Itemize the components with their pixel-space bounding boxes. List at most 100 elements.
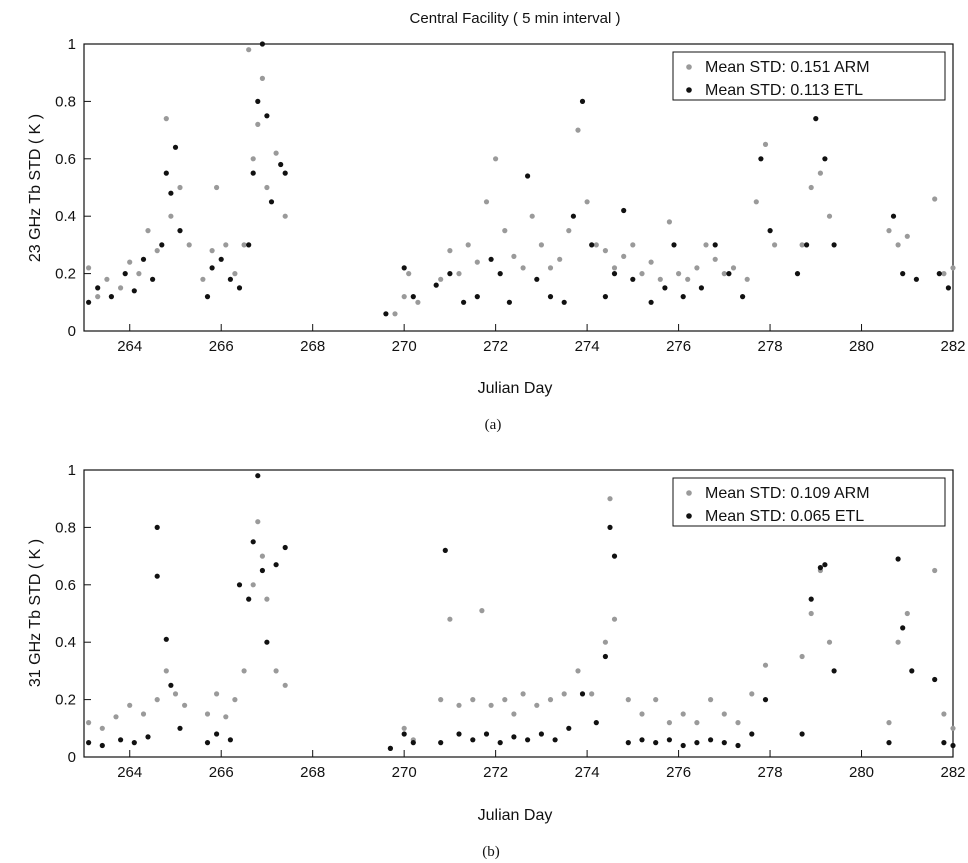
data-point-arm-b-34: [561, 691, 567, 697]
data-point-etl-a-62: [900, 271, 906, 277]
x-tick-label-b-5: 274: [575, 764, 600, 781]
data-point-etl-b-53: [817, 565, 824, 571]
data-point-etl-a-8: [163, 170, 169, 176]
data-point-arm-a-42: [557, 256, 563, 262]
data-point-arm-a-17: [241, 242, 247, 248]
data-point-etl-a-3: [122, 271, 128, 277]
data-point-etl-a-13: [209, 265, 215, 271]
data-point-etl-a-33: [497, 271, 503, 277]
data-point-arm-a-70: [886, 228, 892, 234]
data-point-etl-a-63: [913, 276, 920, 282]
data-point-etl-b-59: [909, 668, 915, 674]
data-point-etl-b-9: [177, 725, 183, 731]
data-point-etl-a-16: [236, 285, 243, 291]
data-point-arm-a-21: [259, 75, 265, 81]
data-point-arm-a-36: [502, 228, 508, 234]
data-point-arm-a-43: [566, 228, 572, 234]
data-point-etl-a-25: [383, 311, 389, 317]
data-point-etl-a-7: [159, 242, 165, 248]
data-point-arm-b-11: [223, 714, 229, 720]
data-point-arm-b-48: [735, 720, 741, 726]
data-point-etl-a-50: [698, 285, 705, 291]
data-point-arm-a-20: [255, 121, 261, 127]
data-point-arm-a-6: [145, 228, 151, 234]
plot-frame-b: [83, 469, 954, 758]
data-point-arm-b-45: [694, 720, 700, 726]
data-point-arm-a-59: [712, 256, 718, 262]
data-point-arm-b-56: [895, 639, 901, 645]
data-point-arm-a-72: [904, 233, 910, 239]
x-tick-label-b-7: 278: [758, 764, 783, 781]
data-point-etl-b-25: [442, 547, 448, 554]
data-point-etl-b-51: [799, 731, 805, 737]
data-point-etl-b-21: [387, 745, 393, 752]
data-point-arm-b-1: [99, 725, 105, 731]
data-point-arm-b-57: [904, 610, 910, 617]
data-point-etl-b-8: [168, 682, 174, 688]
data-point-arm-a-10: [177, 184, 183, 191]
data-point-arm-b-19: [282, 682, 288, 688]
data-point-arm-a-50: [630, 242, 636, 248]
data-point-etl-b-7: [163, 636, 169, 642]
data-point-etl-a-57: [804, 242, 810, 248]
data-point-etl-b-61: [941, 740, 947, 746]
data-point-etl-b-3: [131, 740, 137, 746]
data-point-etl-a-65: [945, 285, 952, 291]
data-point-arm-a-16: [232, 271, 238, 277]
data-point-etl-b-6: [154, 573, 160, 579]
data-point-arm-a-0: [86, 265, 92, 271]
data-point-arm-b-24: [447, 616, 453, 622]
data-point-etl-a-0: [86, 299, 92, 305]
plot-frame-a: [83, 43, 954, 332]
data-point-arm-a-37: [511, 253, 517, 259]
data-point-arm-b-9: [204, 711, 211, 717]
data-point-arm-b-58: [932, 567, 938, 574]
data-point-arm-b-10: [214, 691, 220, 697]
data-point-arm-b-41: [639, 711, 645, 717]
data-point-etl-a-27: [410, 294, 416, 300]
data-point-arm-b-18: [273, 668, 279, 674]
axis-ticks-a: 264 266 268 270 272 274 276 278 280 282 0 0.2 0.4 0.6…: [55, 36, 965, 355]
x-tick-label-b-0: 264: [117, 764, 142, 781]
data-point-etl-b-43: [666, 737, 673, 743]
x-tick-label-a-3: 270: [392, 338, 417, 355]
legend-b: Mean STD: 0.109 ARM Mean STD: 0.065 ETL: [672, 477, 946, 527]
data-point-arm-b-25: [456, 702, 462, 708]
data-point-arm-a-13: [209, 248, 215, 254]
data-point-etl-b-23: [410, 740, 416, 746]
data-point-etl-b-60: [932, 676, 938, 683]
data-point-arm-b-55: [886, 720, 892, 726]
data-point-etl-b-58: [900, 625, 906, 631]
data-point-etl-a-32: [488, 256, 494, 262]
data-point-arm-b-26: [470, 697, 476, 703]
data-point-arm-b-15: [255, 519, 261, 525]
data-point-etl-a-41: [589, 242, 595, 248]
data-point-arm-b-42: [653, 697, 659, 703]
y-tick-label-b-0: 0: [68, 749, 76, 766]
data-point-arm-a-34: [483, 199, 490, 205]
data-point-arm-b-39: [611, 616, 618, 622]
legend-marker-etl-a: [686, 87, 692, 93]
data-point-etl-a-60: [831, 242, 837, 248]
data-point-arm-a-55: [676, 271, 682, 277]
data-point-etl-a-18: [250, 170, 256, 176]
data-point-etl-a-19: [255, 98, 261, 104]
data-point-etl-b-40: [625, 740, 631, 746]
y-axis-label-a: 23 GHz Tb STD ( K ): [27, 114, 44, 262]
data-point-arm-a-44: [575, 127, 581, 133]
data-point-etl-b-56: [886, 740, 892, 746]
data-point-etl-b-39: [611, 553, 618, 559]
data-point-arm-b-30: [511, 711, 517, 717]
data-point-arm-a-66: [799, 242, 805, 248]
data-point-arm-a-39: [529, 213, 535, 219]
data-point-etl-a-51: [712, 242, 718, 248]
data-point-etl-b-14: [246, 596, 252, 602]
data-point-etl-b-1: [99, 742, 105, 749]
data-point-arm-a-65: [772, 242, 778, 248]
data-point-arm-b-37: [602, 639, 609, 645]
legend-marker-arm-a: [686, 64, 692, 70]
data-point-arm-b-54: [826, 639, 833, 645]
figure-title: Central Facility ( 5 min interval ): [410, 10, 621, 27]
data-point-etl-a-35: [525, 173, 531, 179]
data-point-etl-b-52: [808, 596, 814, 602]
